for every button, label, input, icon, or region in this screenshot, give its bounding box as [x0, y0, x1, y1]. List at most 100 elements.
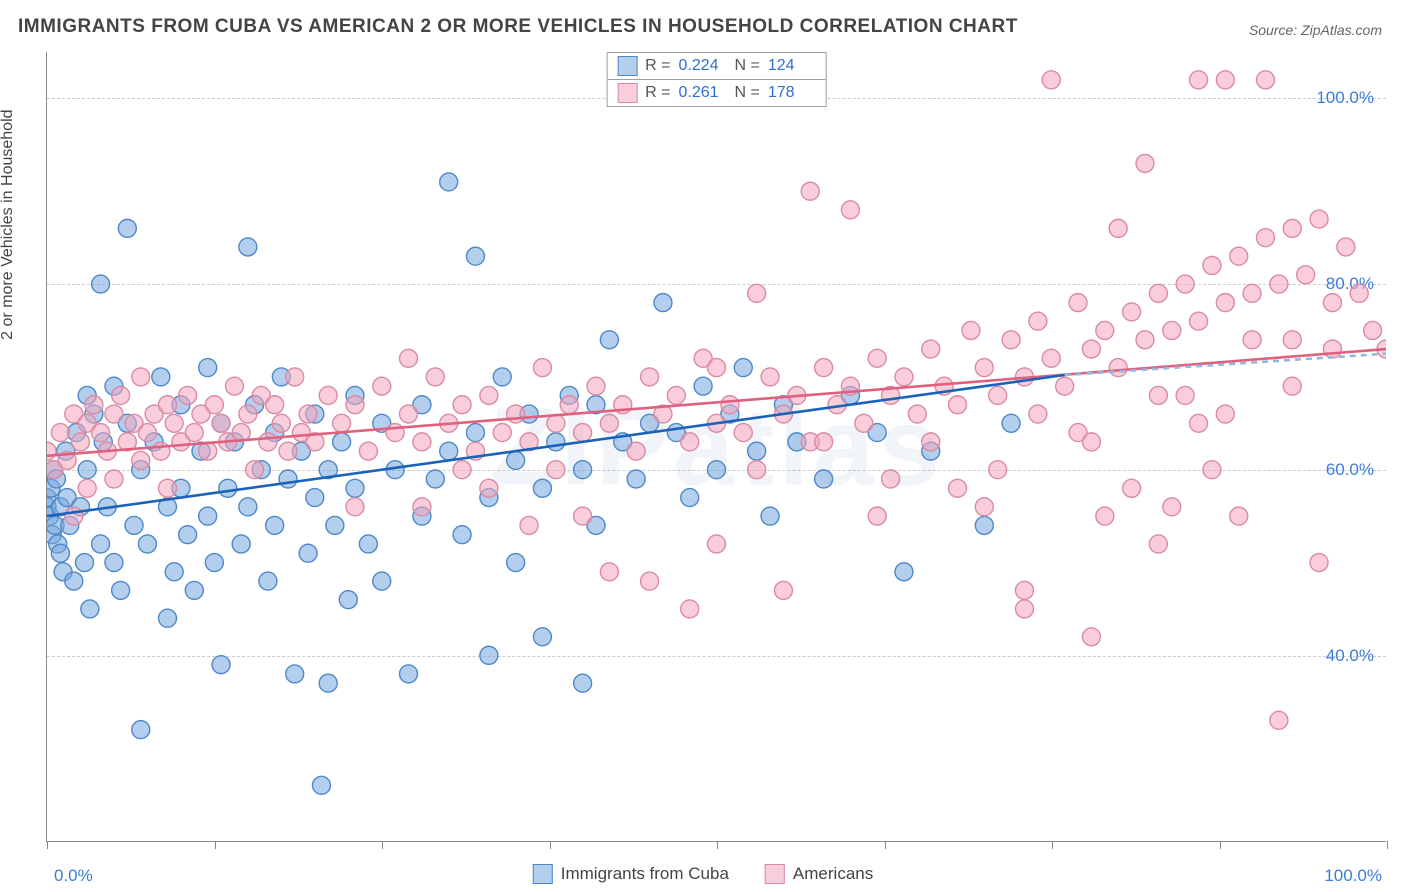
point-series-b [333, 414, 351, 432]
point-series-b [1096, 321, 1114, 339]
point-series-b [1029, 405, 1047, 423]
point-series-a [547, 433, 565, 451]
point-series-a [574, 461, 592, 479]
point-series-b [949, 479, 967, 497]
point-series-a [125, 516, 143, 534]
point-series-a [507, 451, 525, 469]
point-series-b [1069, 294, 1087, 312]
point-series-b [1203, 461, 1221, 479]
point-series-b [266, 396, 284, 414]
point-series-b [868, 507, 886, 525]
point-series-b [346, 396, 364, 414]
point-series-b [1190, 414, 1208, 432]
x-tick [550, 841, 551, 849]
point-series-a [205, 554, 223, 572]
point-series-b [132, 451, 150, 469]
x-axis-min-label: 0.0% [54, 866, 93, 886]
point-series-b [1029, 312, 1047, 330]
swatch-series-b [617, 83, 637, 103]
point-series-b [1149, 386, 1167, 404]
point-series-a [51, 544, 69, 562]
point-series-b [1230, 247, 1248, 265]
point-series-a [306, 489, 324, 507]
point-series-a [339, 591, 357, 609]
point-series-b [1323, 294, 1341, 312]
point-series-b [574, 507, 592, 525]
point-series-a [533, 628, 551, 646]
point-series-b [51, 424, 69, 442]
point-series-a [734, 359, 752, 377]
point-series-a [78, 461, 96, 479]
point-series-b [587, 377, 605, 395]
y-axis-label: 2 or more Vehicles in Household [0, 109, 17, 339]
point-series-b [1082, 340, 1100, 358]
point-series-b [259, 433, 277, 451]
point-series-a [165, 563, 183, 581]
point-series-a [118, 219, 136, 237]
point-series-b [85, 396, 103, 414]
point-series-a [219, 479, 237, 497]
point-series-a [373, 572, 391, 590]
point-series-b [65, 507, 83, 525]
point-series-a [239, 238, 257, 256]
point-series-b [627, 442, 645, 460]
point-series-b [199, 442, 217, 460]
point-series-b [989, 461, 1007, 479]
point-series-b [507, 405, 525, 423]
point-series-a [346, 479, 364, 497]
point-series-b [212, 414, 230, 432]
point-series-b [1256, 71, 1274, 89]
point-series-b [1297, 266, 1315, 284]
point-series-b [1096, 507, 1114, 525]
point-series-b [855, 414, 873, 432]
r-label: R = [645, 84, 670, 102]
n-label: N = [735, 84, 760, 102]
point-series-b [1283, 377, 1301, 395]
point-series-b [1270, 275, 1288, 293]
point-series-b [299, 405, 317, 423]
point-series-b [533, 359, 551, 377]
point-series-b [1230, 507, 1248, 525]
r-value-a: 0.224 [679, 57, 727, 75]
point-series-b [734, 424, 752, 442]
point-series-b [1310, 554, 1328, 572]
x-tick [717, 841, 718, 849]
point-series-b [748, 284, 766, 302]
point-series-a [81, 600, 99, 618]
point-series-b [1163, 498, 1181, 516]
legend-stats-row-a: R = 0.224 N = 124 [607, 53, 826, 79]
point-series-b [179, 386, 197, 404]
point-series-a [975, 516, 993, 534]
point-series-b [761, 368, 779, 386]
point-series-b [895, 368, 913, 386]
point-series-b [1350, 284, 1368, 302]
point-series-a [694, 377, 712, 395]
point-series-b [1190, 71, 1208, 89]
point-series-b [962, 321, 980, 339]
point-series-a [232, 535, 250, 553]
point-series-b [1243, 331, 1261, 349]
point-series-b [1216, 405, 1234, 423]
point-series-b [453, 396, 471, 414]
point-series-b [908, 405, 926, 423]
point-series-a [1002, 414, 1020, 432]
legend-stats-box: R = 0.224 N = 124 R = 0.261 N = 178 [606, 52, 827, 107]
point-series-b [225, 377, 243, 395]
point-series-b [1056, 377, 1074, 395]
scatter-svg [47, 52, 1386, 841]
point-series-a [266, 516, 284, 534]
point-series-b [413, 433, 431, 451]
swatch-series-b [765, 864, 785, 884]
n-value-b: 178 [768, 84, 816, 102]
point-series-a [480, 646, 498, 664]
point-series-b [105, 405, 123, 423]
point-series-a [92, 535, 110, 553]
x-tick [1052, 841, 1053, 849]
legend-label-b: Americans [793, 864, 873, 884]
point-series-b [426, 368, 444, 386]
point-series-b [480, 479, 498, 497]
point-series-a [533, 479, 551, 497]
point-series-a [681, 489, 699, 507]
point-series-a [493, 368, 511, 386]
point-series-b [286, 368, 304, 386]
